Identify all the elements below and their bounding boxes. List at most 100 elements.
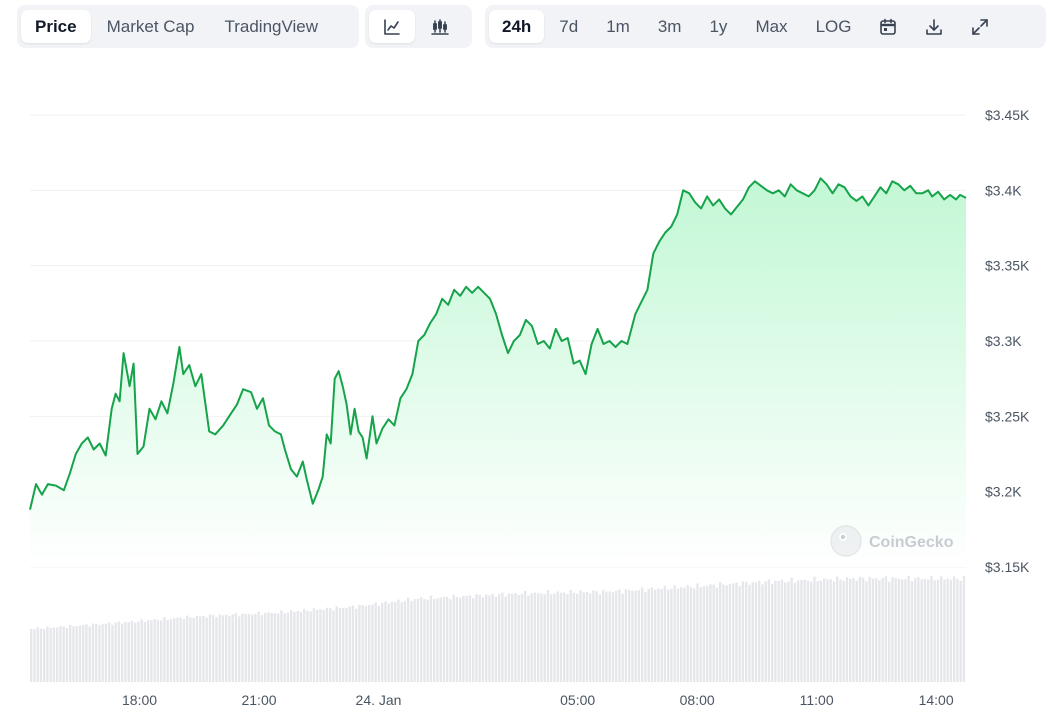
candlestick-button[interactable] — [417, 10, 463, 43]
volume-bar — [215, 617, 218, 682]
y-tick-label: $3.4K — [985, 182, 1022, 198]
volume-bar — [491, 594, 494, 682]
tab-price[interactable]: Price — [21, 10, 91, 43]
volume-bar — [225, 614, 228, 682]
volume-bar — [72, 626, 75, 682]
volume-bar — [351, 605, 355, 682]
volume-bar — [787, 581, 790, 682]
range-max[interactable]: Max — [755, 16, 788, 36]
volume-bar — [546, 590, 550, 682]
volume-bar — [358, 605, 361, 682]
volume-bar — [868, 576, 871, 682]
x-tick-label: 18:00 — [122, 692, 157, 708]
volume-bar — [381, 602, 384, 682]
volume-bar — [764, 581, 767, 682]
volume-bar — [361, 605, 364, 682]
log-scale-toggle[interactable]: LOG — [815, 16, 852, 36]
volume-bar — [147, 620, 150, 682]
volume-bar — [790, 577, 793, 682]
volume-bar — [936, 579, 940, 682]
volume-bar — [507, 593, 511, 682]
volume-bar — [803, 579, 806, 682]
chart-style-toggle — [365, 5, 472, 48]
volume-bar — [303, 608, 306, 682]
volume-bar — [472, 598, 475, 682]
volume-bar — [732, 583, 735, 682]
volume-bar — [865, 581, 868, 682]
volume-bar — [231, 614, 234, 682]
volume-bar — [251, 614, 254, 682]
volume-bar — [439, 597, 442, 682]
volume-bar — [108, 622, 111, 682]
volume-bar — [550, 594, 553, 682]
y-tick-label: $3.35K — [985, 258, 1030, 274]
y-axis: $3.45K $3.4K $3.35K $3.3K $3.25K $3.2K $3.15K — [985, 107, 1030, 575]
download-icon — [926, 18, 943, 35]
volume-bar — [585, 591, 589, 682]
volume-bar — [283, 613, 286, 682]
fullscreen-button[interactable] — [958, 10, 1002, 43]
volume-bar — [953, 576, 956, 682]
volume-bar — [774, 580, 777, 682]
volume-bar — [442, 596, 446, 682]
volume-bar — [849, 578, 852, 682]
volume-bar — [901, 579, 904, 682]
volume-bar — [33, 629, 36, 682]
volume-bar — [43, 629, 46, 682]
range-3m[interactable]: 3m — [657, 16, 682, 36]
volume-bar — [368, 605, 371, 682]
volume-bar — [741, 581, 745, 682]
volume-bar — [823, 578, 826, 682]
volume-bar — [527, 595, 530, 682]
volume-bar — [355, 608, 358, 682]
volume-bar — [595, 591, 598, 682]
range-24h[interactable]: 24h — [489, 10, 545, 43]
range-7d[interactable]: 7d — [559, 16, 579, 36]
volume-bar — [468, 595, 472, 682]
volume-bar — [663, 585, 667, 682]
tab-tradingview[interactable]: TradingView — [224, 16, 319, 36]
volume-bar — [745, 582, 748, 682]
date-range-button[interactable] — [866, 10, 910, 43]
range-1m[interactable]: 1m — [606, 16, 630, 36]
volume-bar — [455, 597, 459, 682]
volume-bar — [569, 590, 572, 682]
volume-bar — [949, 579, 953, 682]
volume-bar — [182, 619, 186, 682]
x-tick-label: 24. Jan — [356, 692, 402, 708]
volume-bar — [907, 575, 910, 682]
range-1y[interactable]: 1y — [709, 16, 728, 36]
volume-bar — [524, 591, 527, 682]
volume-bar — [485, 594, 488, 682]
volume-bar — [722, 584, 725, 682]
y-tick-label: $3.3K — [985, 333, 1022, 349]
volume-bar — [160, 620, 163, 682]
volume-bar — [309, 611, 312, 682]
volume-bar — [914, 578, 917, 682]
volume-bar — [946, 578, 949, 682]
volume-bar — [504, 596, 507, 682]
line-chart-button[interactable] — [369, 10, 415, 43]
volume-bar — [891, 577, 894, 682]
volume-bar — [572, 592, 576, 682]
volume-bar — [875, 578, 878, 682]
volume-bar — [205, 617, 208, 682]
volume-bar — [140, 619, 143, 682]
tab-market-cap[interactable]: Market Cap — [106, 16, 195, 36]
volume-bar — [719, 582, 722, 682]
expand-icon — [972, 18, 989, 35]
download-button[interactable] — [912, 10, 956, 43]
volume-bar — [39, 628, 43, 682]
volume-bar — [342, 607, 345, 682]
volume-bar — [654, 589, 657, 682]
volume-bar — [192, 617, 195, 682]
volume-bar — [462, 595, 465, 682]
volume-bar — [829, 579, 832, 682]
volume-bar — [598, 594, 602, 682]
volume-bar — [403, 601, 407, 682]
volume-bar — [634, 590, 637, 682]
x-tick-label: 05:00 — [560, 692, 595, 708]
volume-bar — [767, 579, 771, 682]
volume-bar — [286, 612, 290, 682]
